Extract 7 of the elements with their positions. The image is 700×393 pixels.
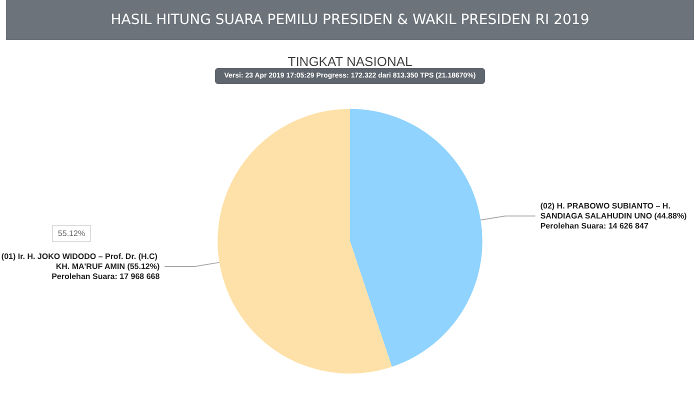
data-label: Perolehan Suara: 17 968 668 [52, 272, 160, 281]
data-label: Perolehan Suara: 14 626 847 [540, 221, 649, 230]
slice-label: (01) Ir. H. JOKO WIDODO – Prof. Dr. (H.C) KH. MA'RUF AMIN (55.12%) [1, 252, 160, 271]
chart-title: HASIL HITUNG SUARA PEMILU PRESIDEN & WAKIL PRESIDEN RI 2019 [6, 0, 694, 40]
chart-subtitle: TINGKAT NASIONAL [288, 54, 412, 69]
text: 55.12% [58, 229, 86, 238]
slice-label: (02) H. PRABOWO SUBIANTO – H. SANDIAGA SALAHUDIN UNO (44.88%) [540, 201, 688, 220]
